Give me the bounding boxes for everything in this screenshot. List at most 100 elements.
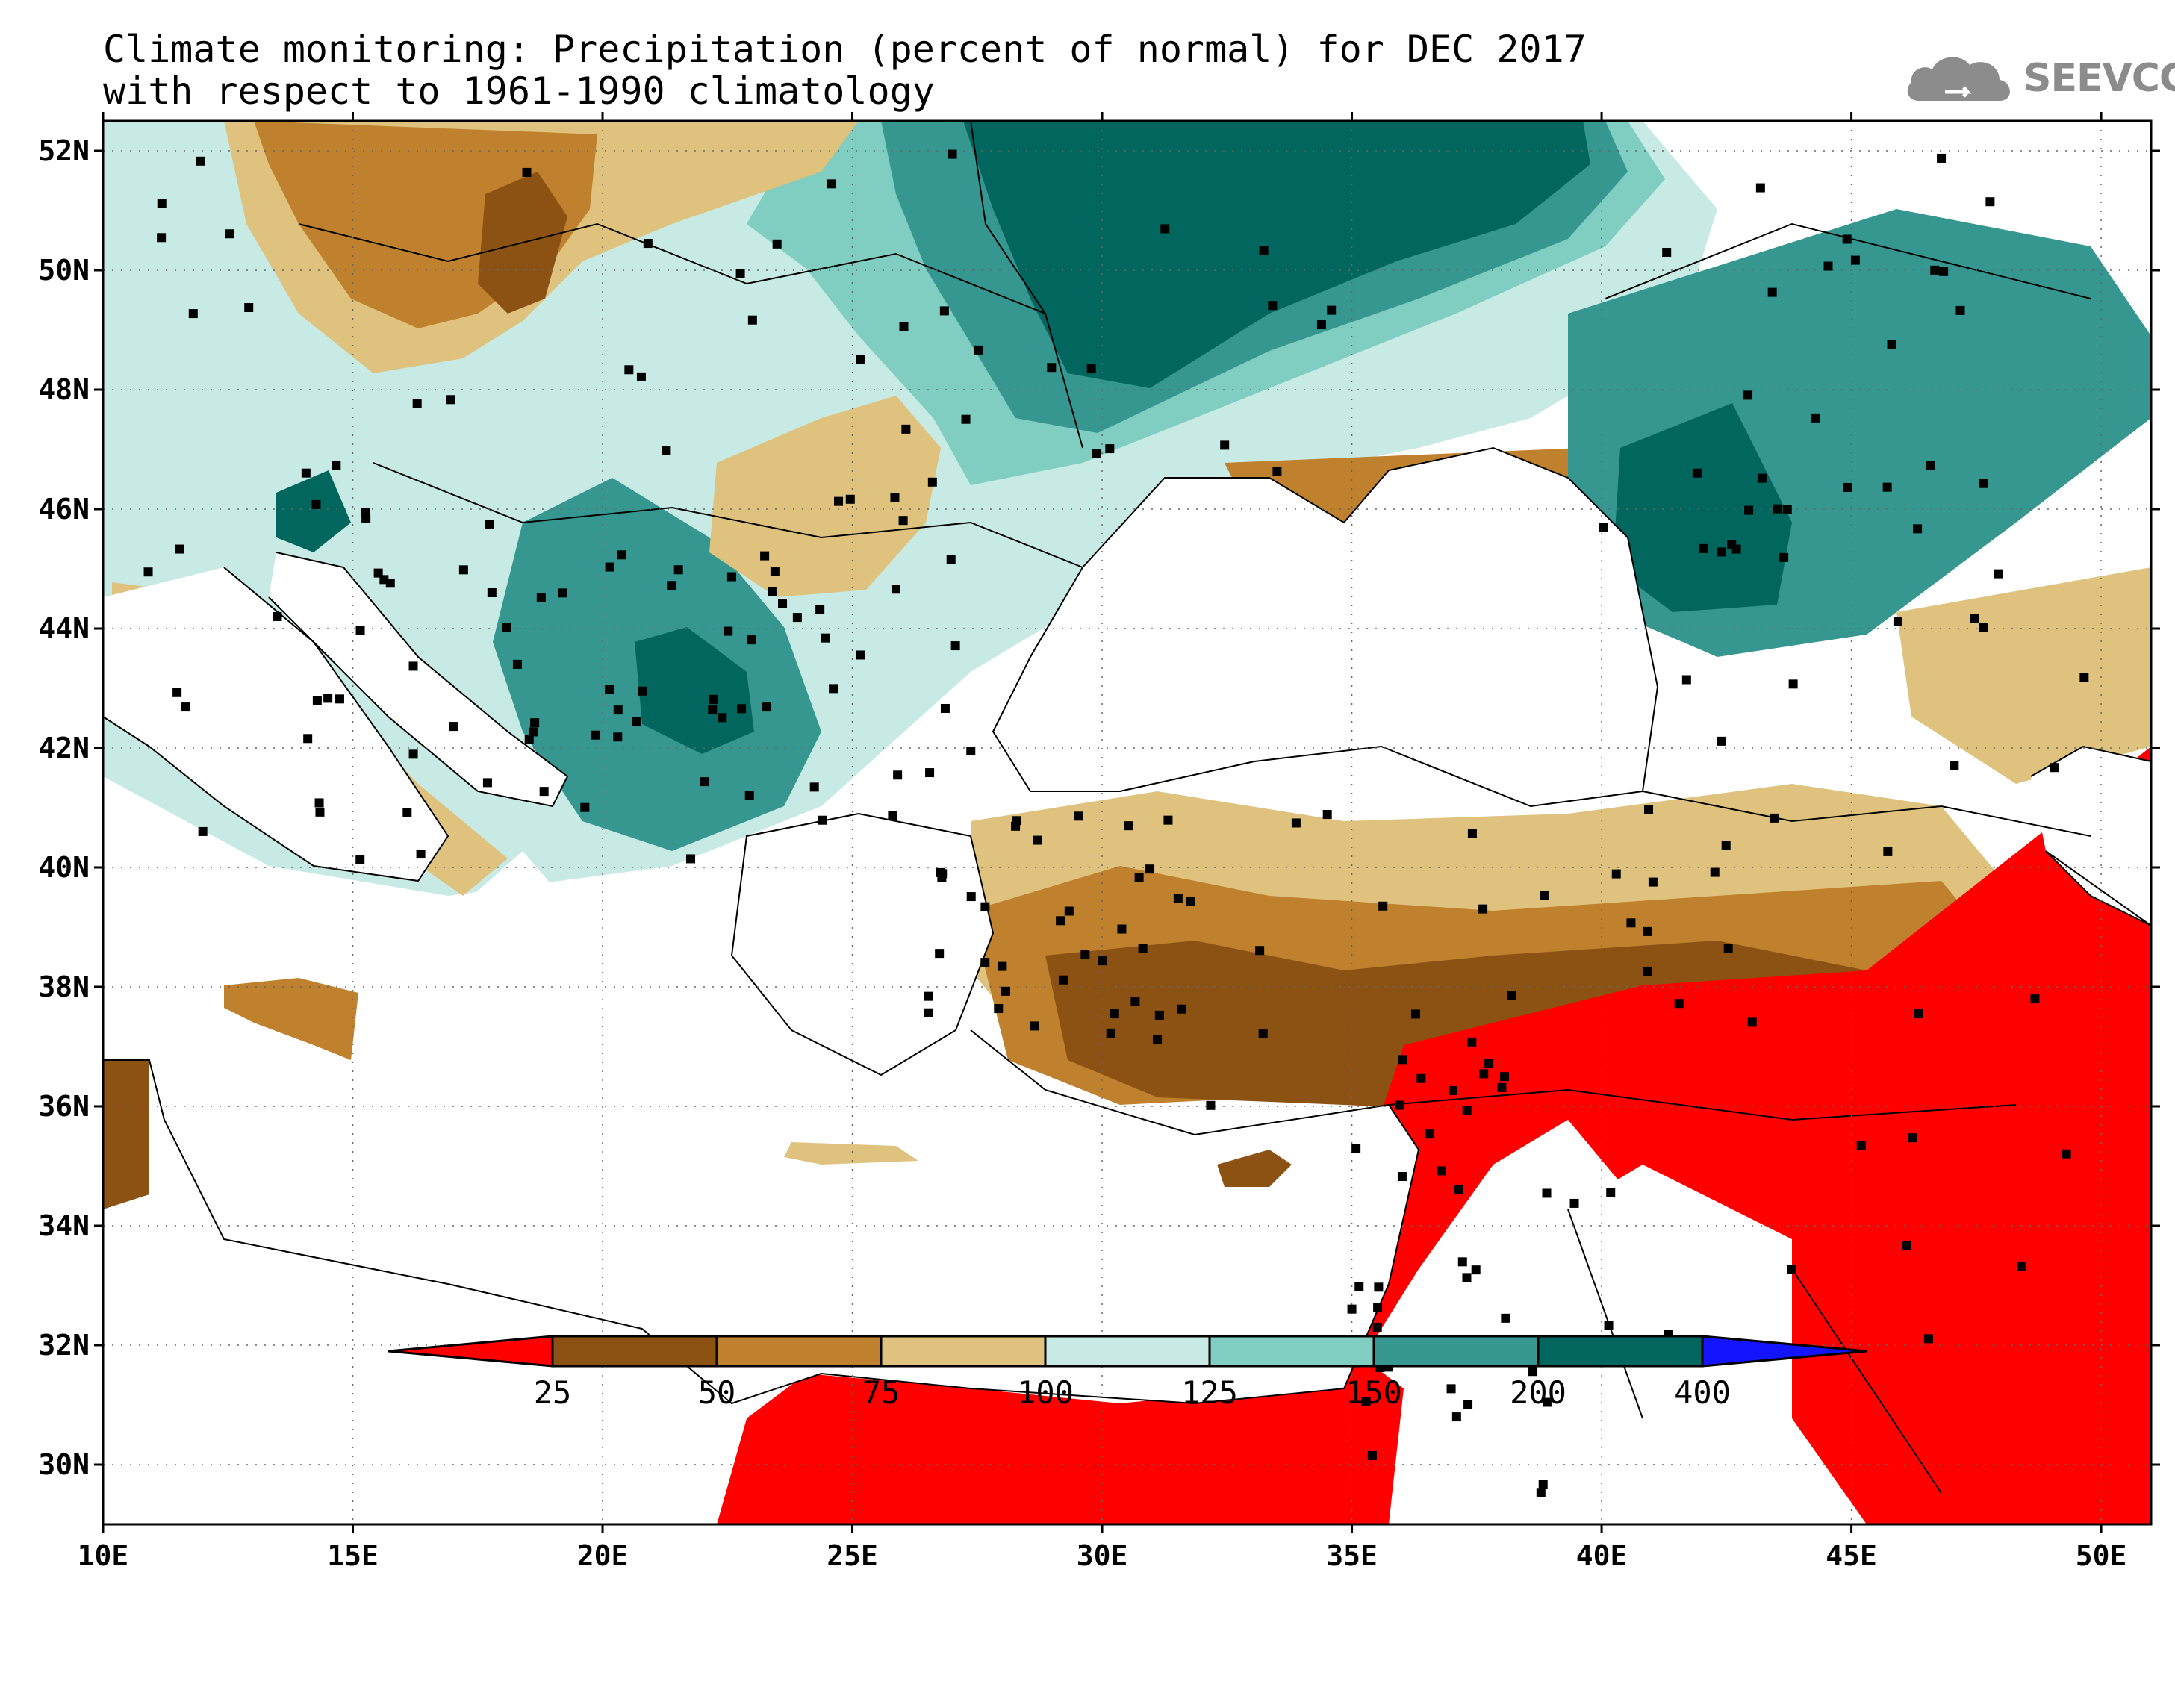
- station-marker: [1145, 864, 1155, 874]
- colorbar-label: 150: [1345, 1374, 1402, 1411]
- station-marker: [686, 854, 696, 864]
- station-marker: [1092, 449, 1101, 459]
- station-marker: [1569, 1198, 1579, 1208]
- station-marker: [1484, 1059, 1494, 1068]
- colorbar-label: 400: [1674, 1374, 1731, 1411]
- colorbar-high-arrow: [1701, 1335, 1867, 1368]
- station-marker: [718, 713, 727, 723]
- station-marker: [827, 179, 836, 189]
- station-marker: [966, 747, 976, 756]
- lon-label: 30E: [1077, 1539, 1128, 1572]
- station-marker: [1467, 829, 1477, 838]
- station-marker: [1398, 1055, 1407, 1065]
- station-marker: [760, 551, 770, 561]
- station-marker: [946, 555, 956, 564]
- station-marker: [966, 892, 976, 902]
- station-marker: [935, 949, 945, 959]
- station-marker: [1902, 1241, 1911, 1250]
- station-marker: [815, 605, 825, 614]
- lat-label: 50N: [38, 254, 90, 287]
- station-marker: [539, 787, 549, 797]
- station-marker: [314, 798, 324, 808]
- sicily: [224, 978, 358, 1060]
- station-marker: [1011, 821, 1021, 831]
- station-marker: [446, 395, 455, 405]
- station-marker: [1322, 810, 1332, 820]
- station-marker: [1177, 1004, 1186, 1014]
- station-marker: [1058, 975, 1068, 985]
- station-marker: [1717, 736, 1726, 746]
- region-200-400-north: [963, 121, 1590, 388]
- station-marker: [1291, 818, 1301, 828]
- seevccc-logo: SEEVCCC: [1904, 45, 2175, 112]
- station-marker: [1782, 505, 1792, 514]
- station-marker: [1354, 1282, 1364, 1291]
- station-marker: [1743, 390, 1753, 400]
- station-marker: [829, 684, 838, 694]
- station-marker: [301, 468, 311, 478]
- station-marker: [624, 365, 634, 375]
- station-marker: [1699, 543, 1708, 553]
- station-marker: [1536, 1488, 1546, 1497]
- station-marker: [1074, 811, 1083, 821]
- station-marker: [1599, 523, 1608, 532]
- station-marker: [522, 167, 532, 177]
- station-marker: [1462, 1273, 1472, 1282]
- station-marker: [1033, 835, 1042, 845]
- lon-label: 35E: [1326, 1539, 1378, 1572]
- station-marker: [1001, 986, 1010, 996]
- station-marker: [332, 461, 341, 470]
- colorbar-label: 200: [1510, 1374, 1566, 1411]
- black-sea: [993, 448, 1658, 806]
- station-marker: [708, 705, 718, 714]
- colorbar-label: 50: [698, 1374, 736, 1411]
- lon-label: 20E: [577, 1539, 629, 1572]
- station-marker: [1985, 197, 1995, 207]
- station-marker: [1154, 1010, 1164, 1020]
- station-marker: [1757, 473, 1767, 483]
- station-marker: [157, 199, 167, 208]
- station-marker: [924, 991, 933, 1001]
- station-marker: [181, 702, 190, 712]
- station-marker: [636, 372, 646, 381]
- station-marker: [1130, 997, 1140, 1006]
- station-marker: [891, 585, 900, 594]
- station-marker: [747, 635, 756, 645]
- lon-label: 45E: [1826, 1539, 1877, 1572]
- station-marker: [157, 233, 167, 243]
- lat-label: 46N: [38, 493, 90, 526]
- station-marker: [1361, 1397, 1371, 1406]
- station-marker: [925, 768, 935, 778]
- axis-ticks: [94, 112, 2160, 1533]
- station-marker: [1626, 918, 1636, 928]
- station-marker: [524, 735, 534, 744]
- station-marker: [613, 705, 623, 715]
- lat-label: 34N: [38, 1209, 90, 1242]
- station-marker: [792, 613, 802, 623]
- region-below-25-mideast: [1269, 747, 2151, 1524]
- station-marker: [1773, 504, 1782, 514]
- chart-title-line-1: Climate monitoring: Precipitation (perce…: [103, 28, 1587, 71]
- station-marker: [724, 626, 733, 636]
- station-marker: [1538, 1480, 1548, 1489]
- station-marker: [726, 572, 736, 582]
- station-marker: [1106, 1028, 1115, 1038]
- region-200-400-balkans: [635, 627, 754, 754]
- lon-label: 15E: [327, 1539, 379, 1572]
- islands: [224, 978, 1292, 1187]
- station-marker: [408, 661, 418, 671]
- station-marker: [737, 704, 747, 714]
- lon-label: 40E: [1576, 1539, 1628, 1572]
- caspian-sea: [2031, 747, 2151, 926]
- station-marker: [1220, 440, 1230, 450]
- station-marker: [1351, 1144, 1361, 1153]
- station-marker: [408, 749, 418, 759]
- colorbar-legend: 25 50 75 100 125 150 200 400: [388, 1335, 1867, 1411]
- station-marker: [1446, 1384, 1456, 1394]
- station-marker: [2030, 994, 2040, 1004]
- station-marker: [1411, 1009, 1421, 1019]
- station-marker: [768, 587, 777, 596]
- station-marker: [1767, 287, 1777, 297]
- station-marker: [1372, 1322, 1382, 1332]
- station-marker: [1744, 505, 1754, 515]
